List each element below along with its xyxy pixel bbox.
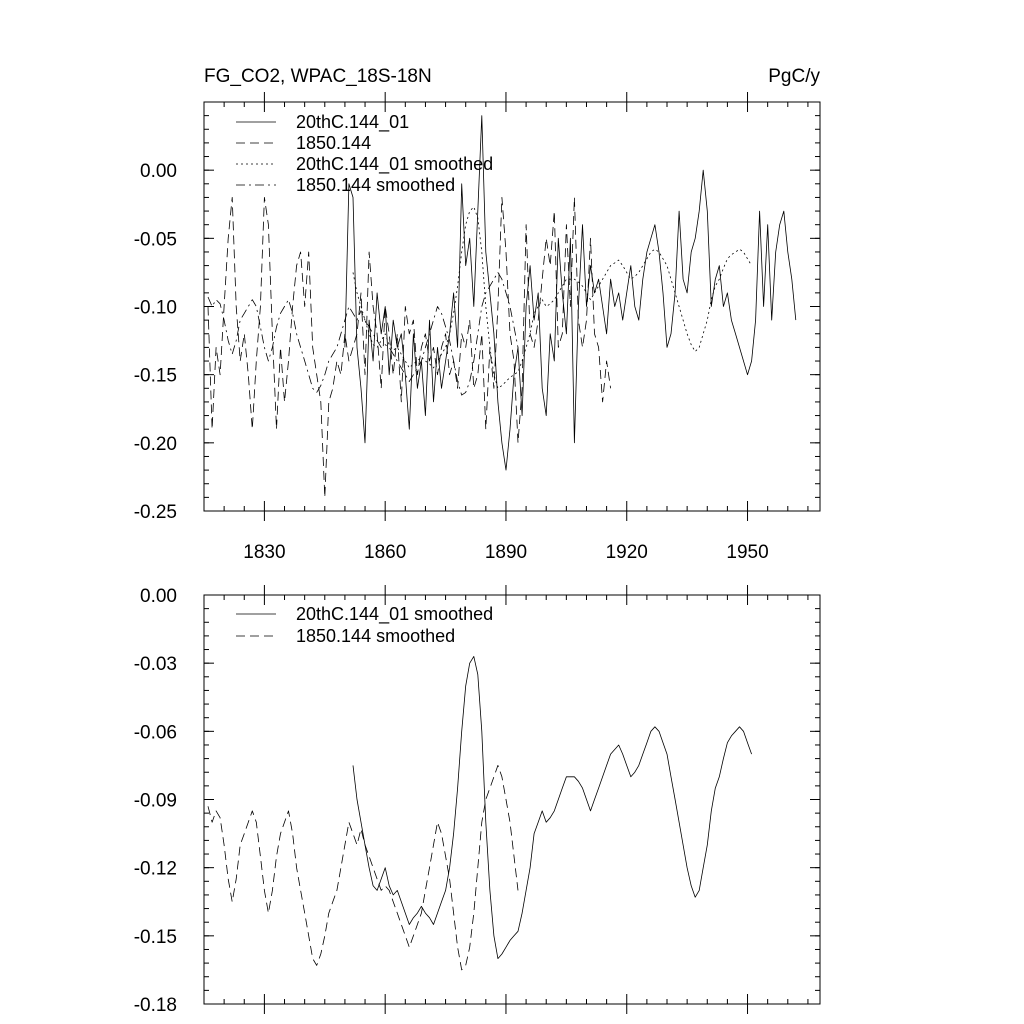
series-line-20thc-144-01-smoothed — [352, 656, 752, 959]
y-tick-label: -0.15 — [134, 366, 177, 387]
y-tick-label: -0.03 — [134, 654, 177, 675]
series-line-20thc-144-01-smoothed — [352, 206, 752, 389]
y-tick-label: -0.05 — [134, 229, 177, 250]
y-tick-label: -0.18 — [134, 995, 177, 1016]
plot-frame — [203, 101, 821, 512]
y-tick-label: -0.06 — [134, 722, 177, 743]
y-tick-label: -0.15 — [134, 927, 177, 948]
y-tick-label: -0.10 — [134, 298, 177, 319]
x-tick-label: 1890 — [485, 542, 527, 563]
series-line-1850-144-smoothed — [207, 271, 519, 396]
x-tick-label: 1920 — [606, 542, 648, 563]
series-line-1850-144-smoothed — [207, 765, 519, 971]
chart-title: FG_CO2, WPAC_18S-18N — [204, 66, 432, 87]
top-panel: FG_CO2, WPAC_18S-18N PgC/y 20thC.144_011… — [134, 66, 821, 563]
y-tick-label: -0.09 — [134, 791, 177, 812]
y-tick-label: -0.20 — [134, 434, 177, 455]
x-tick-label: 1860 — [364, 542, 406, 563]
legend-label: 1850.144 smoothed — [296, 626, 455, 646]
x-tick-label: 1830 — [243, 542, 285, 563]
x-tick-label: 1950 — [726, 542, 768, 563]
units-label: PgC/y — [768, 66, 820, 87]
plot-frame — [203, 594, 821, 1005]
y-tick-label: 0.00 — [140, 161, 177, 182]
legend-label: 1850.144 smoothed — [296, 175, 455, 195]
y-tick-label: -0.25 — [134, 502, 177, 523]
legend-label: 20thC.144_01 smoothed — [296, 604, 493, 625]
y-tick-label: -0.12 — [134, 859, 177, 880]
legend-label: 1850.144 — [296, 133, 371, 153]
series-line-20thc-144-01 — [344, 115, 797, 471]
legend-label: 20thC.144_01 smoothed — [296, 154, 493, 175]
y-tick-label: 0.00 — [140, 586, 177, 607]
series-line-1850-144 — [207, 196, 611, 498]
legend-label: 20thC.144_01 — [296, 112, 409, 133]
